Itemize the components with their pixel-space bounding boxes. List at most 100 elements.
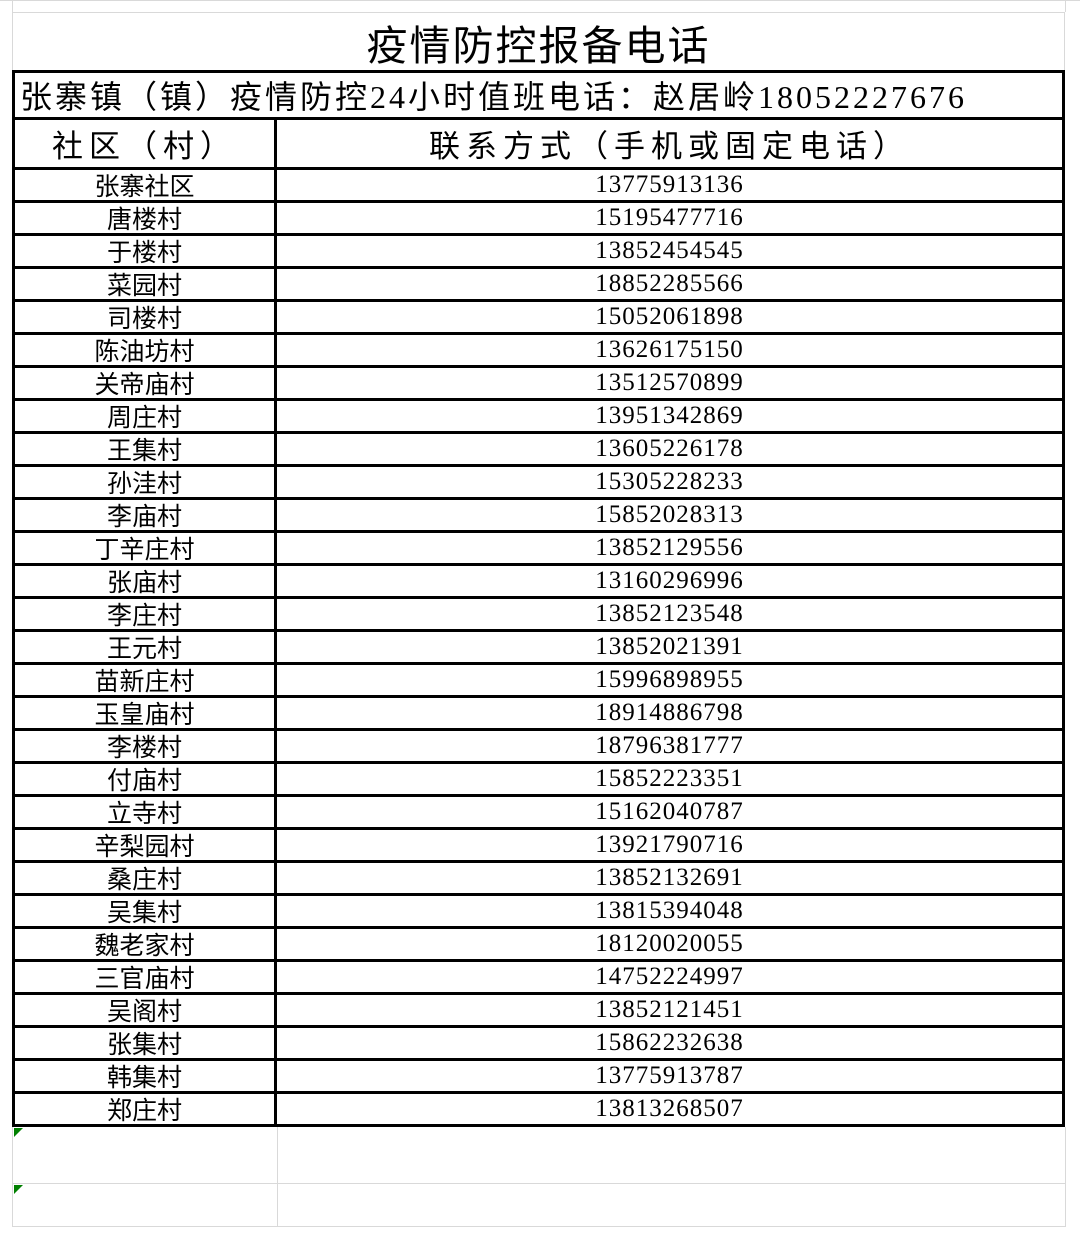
page-title[interactable]: 疫情防控报备电话 xyxy=(12,12,1065,70)
cell-phone[interactable]: 13852132691 xyxy=(595,864,744,891)
table-row: 玉皇庙村 18914886798 xyxy=(15,698,1062,731)
cell-phone[interactable]: 13852454545 xyxy=(595,237,744,264)
table-header-row: 社区（村） 联系方式（手机或固定电话） xyxy=(15,120,1062,170)
table-row: 王元村 13852021391 xyxy=(15,632,1062,665)
cell-phone[interactable]: 13775913787 xyxy=(595,1062,744,1089)
cell-phone[interactable]: 13160296996 xyxy=(595,567,744,594)
cell-phone[interactable]: 13626175150 xyxy=(595,336,744,363)
table-body: 张寨社区 13775913136 唐楼村 15195477716 于楼村 13852454… xyxy=(15,170,1062,1125)
empty-row xyxy=(12,1127,1066,1184)
cell-phone[interactable]: 13775913136 xyxy=(595,171,744,198)
cell-community[interactable]: 桑庄村 xyxy=(15,863,277,894)
cell-phone[interactable]: 15052061898 xyxy=(595,303,744,330)
cell-phone[interactable]: 15195477716 xyxy=(595,204,744,231)
cell-phone[interactable]: 13813268507 xyxy=(595,1095,744,1122)
table-row: 丁辛庄村 13852129556 xyxy=(15,533,1062,566)
cell-phone[interactable]: 13605226178 xyxy=(595,435,744,462)
cell-phone[interactable]: 18120020055 xyxy=(595,930,744,957)
table-row: 郑庄村 13813268507 xyxy=(15,1094,1062,1125)
cell-community[interactable]: 辛梨园村 xyxy=(15,830,277,861)
table-row: 陈油坊村 13626175150 xyxy=(15,335,1062,368)
table-row: 菜园村 18852285566 xyxy=(15,269,1062,302)
table-row: 吴阁村 13852121451 xyxy=(15,995,1062,1028)
cell-phone[interactable]: 15996898955 xyxy=(595,666,744,693)
table-row: 唐楼村 15195477716 xyxy=(15,203,1062,236)
table-row: 王集村 13605226178 xyxy=(15,434,1062,467)
cell-phone[interactable]: 13951342869 xyxy=(595,402,744,429)
cell-community[interactable]: 李楼村 xyxy=(15,731,277,762)
cell-community[interactable]: 魏老家村 xyxy=(15,929,277,960)
table-row: 司楼村 15052061898 xyxy=(15,302,1062,335)
cell-phone[interactable]: 15305228233 xyxy=(595,468,744,495)
table-row: 张集村 15862232638 xyxy=(15,1028,1062,1061)
table-row: 桑庄村 13852132691 xyxy=(15,863,1062,896)
table-row: 张庙村 13160296996 xyxy=(15,566,1062,599)
table-row: 付庙村 15852223351 xyxy=(15,764,1062,797)
cell-phone[interactable]: 13815394048 xyxy=(595,897,744,924)
cell-community[interactable]: 唐楼村 xyxy=(15,203,277,234)
cell-community[interactable]: 吴阁村 xyxy=(15,995,277,1026)
cell-community[interactable]: 韩集村 xyxy=(15,1061,277,1092)
cell-phone[interactable]: 14752224997 xyxy=(595,963,744,990)
table-row: 周庄村 13951342869 xyxy=(15,401,1062,434)
table-row: 关帝庙村 13512570899 xyxy=(15,368,1062,401)
empty-rows-area xyxy=(12,1127,1066,1227)
cell-community[interactable]: 丁辛庄村 xyxy=(15,533,277,564)
table-row: 于楼村 13852454545 xyxy=(15,236,1062,269)
header-contact-cell[interactable]: 联系方式（手机或固定电话） xyxy=(429,129,910,164)
cell-phone[interactable]: 18796381777 xyxy=(595,732,744,759)
cell-community[interactable]: 苗新庄村 xyxy=(15,665,277,696)
cell-community[interactable]: 陈油坊村 xyxy=(15,335,277,366)
table-row: 韩集村 13775913787 xyxy=(15,1061,1062,1094)
cell-phone[interactable]: 13512570899 xyxy=(595,369,744,396)
cell-community[interactable]: 周庄村 xyxy=(15,401,277,432)
gridline-top xyxy=(0,0,1080,1)
cell-phone[interactable]: 15162040787 xyxy=(595,798,744,825)
cell-phone[interactable]: 15852223351 xyxy=(595,765,744,792)
cell-community[interactable]: 王集村 xyxy=(15,434,277,465)
empty-community-cell[interactable] xyxy=(13,1127,278,1183)
duty-phone-subtitle-cell[interactable]: 张寨镇（镇）疫情防控24小时值班电话：赵居岭18052227676 xyxy=(15,73,1062,120)
cell-phone[interactable]: 13852129556 xyxy=(595,534,744,561)
cell-phone[interactable]: 13852021391 xyxy=(595,633,744,660)
cell-community[interactable]: 司楼村 xyxy=(15,302,277,333)
cell-community[interactable]: 孙洼村 xyxy=(15,467,277,498)
empty-phone-cell[interactable] xyxy=(278,1127,1065,1183)
table-row: 李庄村 13852123548 xyxy=(15,599,1062,632)
cell-community[interactable]: 郑庄村 xyxy=(15,1094,277,1125)
cell-community[interactable]: 菜园村 xyxy=(15,269,277,300)
cell-community[interactable]: 关帝庙村 xyxy=(15,368,277,399)
cell-phone[interactable]: 15862232638 xyxy=(595,1029,744,1056)
cell-community[interactable]: 张庙村 xyxy=(15,566,277,597)
table-row: 立寺村 15162040787 xyxy=(15,797,1062,830)
cell-phone[interactable]: 18914886798 xyxy=(595,699,744,726)
cell-community[interactable]: 李庙村 xyxy=(15,500,277,531)
header-community-cell[interactable]: 社区（村） xyxy=(15,120,277,167)
cell-community[interactable]: 玉皇庙村 xyxy=(15,698,277,729)
cell-community[interactable]: 付庙村 xyxy=(15,764,277,795)
cell-error-indicator-icon xyxy=(14,1185,23,1194)
cell-community[interactable]: 吴集村 xyxy=(15,896,277,927)
table-row: 李楼村 18796381777 xyxy=(15,731,1062,764)
cell-community[interactable]: 李庄村 xyxy=(15,599,277,630)
cell-phone[interactable]: 13921790716 xyxy=(595,831,744,858)
table-row: 苗新庄村 15996898955 xyxy=(15,665,1062,698)
cell-community[interactable]: 张集村 xyxy=(15,1028,277,1059)
cell-community[interactable]: 三官庙村 xyxy=(15,962,277,993)
cell-community[interactable]: 立寺村 xyxy=(15,797,277,828)
cell-phone[interactable]: 13852123548 xyxy=(595,600,744,627)
cell-community[interactable]: 张寨社区 xyxy=(15,170,277,201)
cell-phone[interactable]: 13852121451 xyxy=(595,996,744,1023)
empty-phone-cell[interactable] xyxy=(278,1184,1065,1226)
gridline-right-segment xyxy=(1065,0,1066,12)
cell-community[interactable]: 于楼村 xyxy=(15,236,277,267)
cell-phone[interactable]: 18852285566 xyxy=(595,270,744,297)
cell-community[interactable]: 王元村 xyxy=(15,632,277,663)
phone-table: 张寨镇（镇）疫情防控24小时值班电话：赵居岭18052227676 社区（村） … xyxy=(12,70,1065,1127)
table-row: 吴集村 13815394048 xyxy=(15,896,1062,929)
cell-phone[interactable]: 15852028313 xyxy=(595,501,744,528)
table-row: 李庙村 15852028313 xyxy=(15,500,1062,533)
cell-error-indicator-icon xyxy=(14,1128,23,1137)
empty-community-cell[interactable] xyxy=(13,1184,278,1226)
